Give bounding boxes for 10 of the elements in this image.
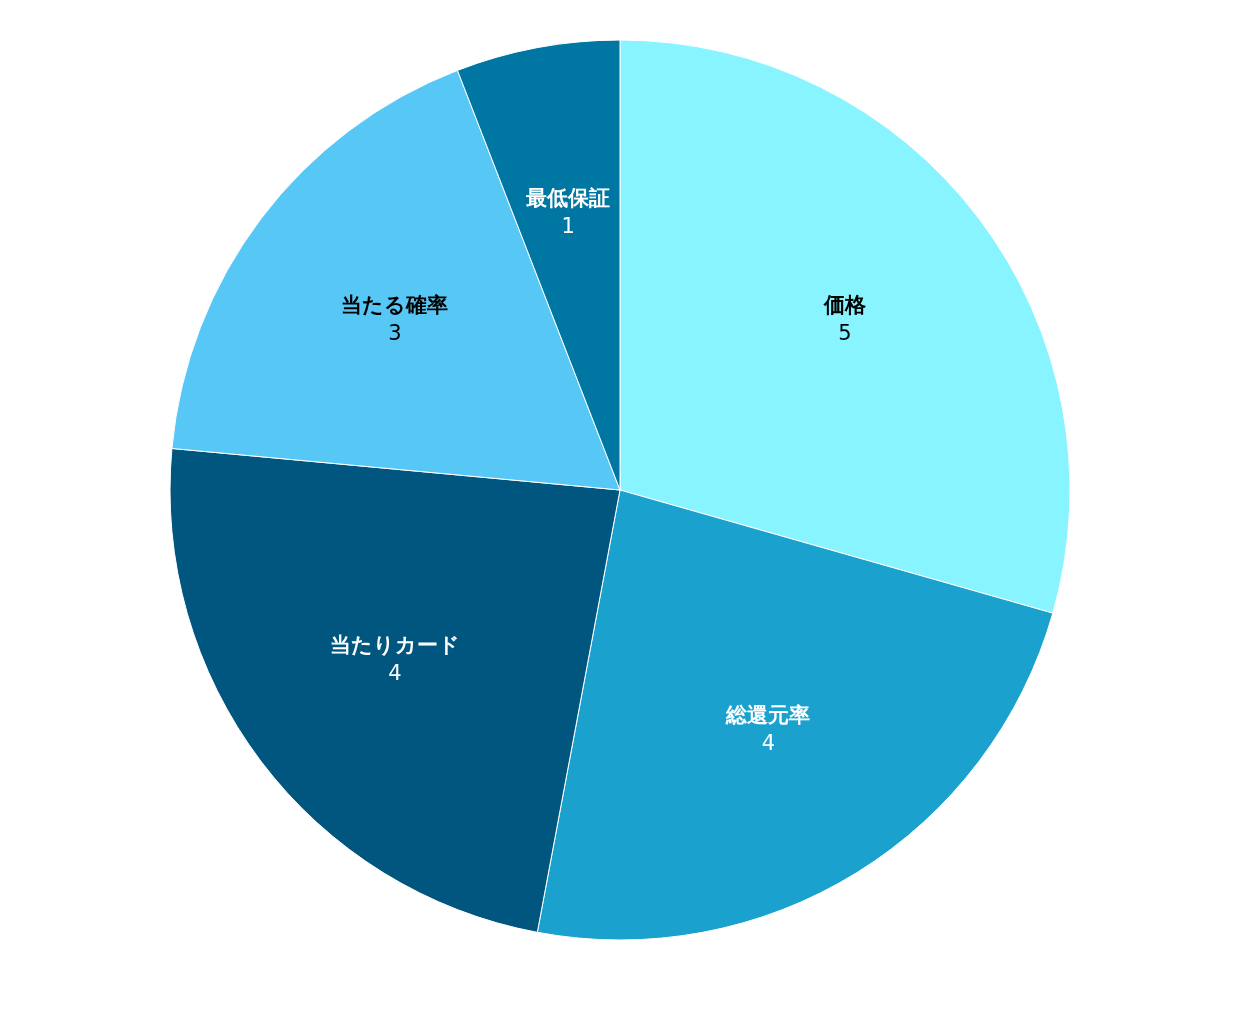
slice-label: 価格: [823, 293, 868, 318]
data-label: 4: [761, 730, 776, 755]
data-label: 5: [838, 321, 852, 346]
data-label: 3: [388, 321, 402, 346]
data-label: 4: [388, 660, 402, 685]
data-label: 1: [561, 213, 575, 238]
slice-label: 総還元率: [725, 702, 811, 727]
slice-label: 当たる確率: [341, 293, 449, 318]
slice-label: 最低保証: [525, 185, 611, 210]
slice-label: 当たりカード: [329, 632, 460, 657]
